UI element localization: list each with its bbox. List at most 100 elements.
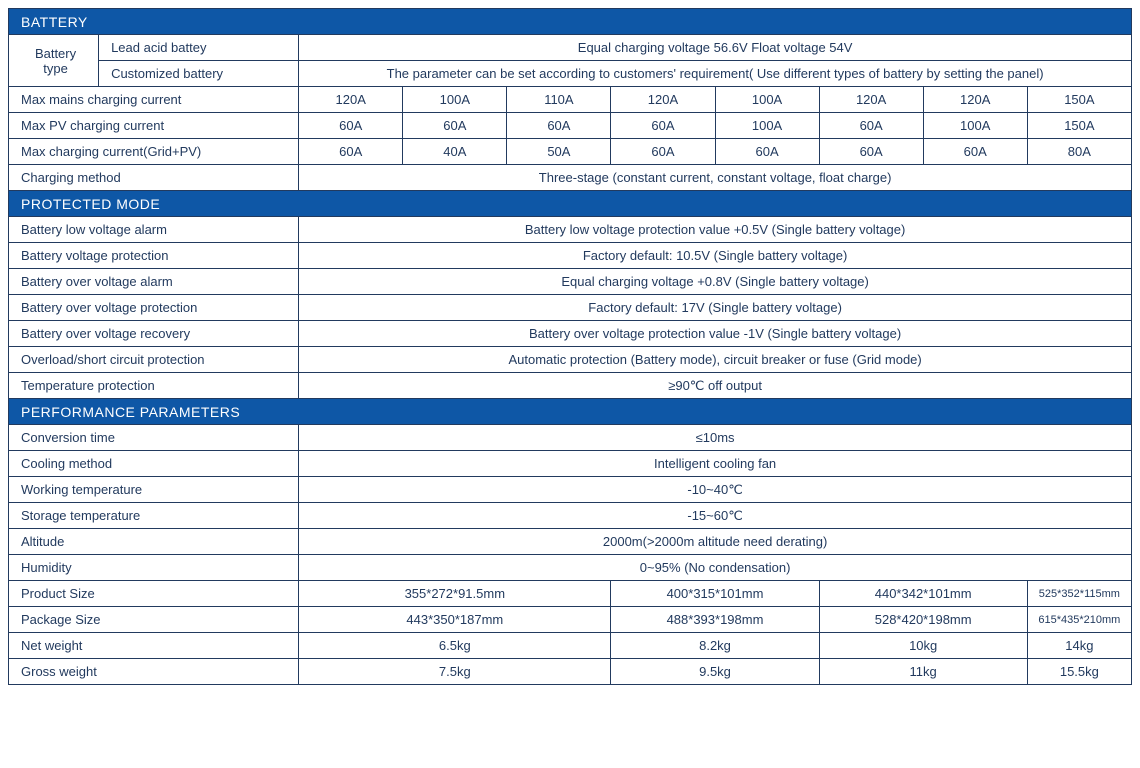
table-cell: 60A: [923, 139, 1027, 165]
row-max-pv: Max PV charging current 60A 60A 60A 60A …: [9, 113, 1132, 139]
row-product-size: Product Size 355*272*91.5mm 400*315*101m…: [9, 581, 1132, 607]
table-cell: 120A: [299, 87, 403, 113]
table-cell: 11kg: [819, 659, 1027, 685]
table-cell: 120A: [819, 87, 923, 113]
row-label: Storage temperature: [9, 503, 299, 529]
row-label: Cooling method: [9, 451, 299, 477]
charging-method-label: Charging method: [9, 165, 299, 191]
row-value: ≥90℃ off output: [299, 373, 1132, 399]
customized-desc: The parameter can be set according to cu…: [299, 61, 1132, 87]
table-cell: 150A: [1027, 113, 1131, 139]
row-value: Equal charging voltage +0.8V (Single bat…: [299, 269, 1132, 295]
row-value: Automatic protection (Battery mode), cir…: [299, 347, 1132, 373]
row-battery-type-lead: Battery type Lead acid battey Equal char…: [9, 35, 1132, 61]
table-cell: 150A: [1027, 87, 1131, 113]
table-cell: 525*352*115mm: [1027, 581, 1131, 607]
table-row: Battery low voltage alarm Battery low vo…: [9, 217, 1132, 243]
table-row: Working temperature -10~40℃: [9, 477, 1132, 503]
product-size-label: Product Size: [9, 581, 299, 607]
table-cell: 100A: [715, 87, 819, 113]
table-cell: 60A: [299, 113, 403, 139]
row-label: Battery over voltage alarm: [9, 269, 299, 295]
table-cell: 8.2kg: [611, 633, 819, 659]
row-max-gridpv: Max charging current(Grid+PV) 60A 40A 50…: [9, 139, 1132, 165]
row-value: Intelligent cooling fan: [299, 451, 1132, 477]
row-value: Battery over voltage protection value -1…: [299, 321, 1132, 347]
row-value: ≤10ms: [299, 425, 1132, 451]
row-label: Temperature protection: [9, 373, 299, 399]
charging-method-value: Three-stage (constant current, constant …: [299, 165, 1132, 191]
row-gross-weight: Gross weight 7.5kg 9.5kg 11kg 15.5kg: [9, 659, 1132, 685]
table-cell: 110A: [507, 87, 611, 113]
section-header-battery: BATTERY: [9, 9, 1132, 35]
table-cell: 14kg: [1027, 633, 1131, 659]
package-size-label: Package Size: [9, 607, 299, 633]
table-cell: 9.5kg: [611, 659, 819, 685]
table-cell: 355*272*91.5mm: [299, 581, 611, 607]
row-value: -15~60℃: [299, 503, 1132, 529]
section-header-protected: PROTECTED MODE: [9, 191, 1132, 217]
table-cell: 15.5kg: [1027, 659, 1131, 685]
table-cell: 488*393*198mm: [611, 607, 819, 633]
row-package-size: Package Size 443*350*187mm 488*393*198mm…: [9, 607, 1132, 633]
section-title: PROTECTED MODE: [9, 191, 1132, 217]
table-row: Overload/short circuit protection Automa…: [9, 347, 1132, 373]
table-cell: 60A: [403, 113, 507, 139]
row-label: Altitude: [9, 529, 299, 555]
table-row: Battery voltage protection Factory defau…: [9, 243, 1132, 269]
table-cell: 60A: [819, 113, 923, 139]
table-row: Battery over voltage recovery Battery ov…: [9, 321, 1132, 347]
table-cell: 7.5kg: [299, 659, 611, 685]
row-label: Battery over voltage recovery: [9, 321, 299, 347]
gross-weight-label: Gross weight: [9, 659, 299, 685]
table-cell: 100A: [923, 113, 1027, 139]
row-value: Battery low voltage protection value +0.…: [299, 217, 1132, 243]
table-cell: 443*350*187mm: [299, 607, 611, 633]
row-value: 2000m(>2000m altitude need derating): [299, 529, 1132, 555]
row-net-weight: Net weight 6.5kg 8.2kg 10kg 14kg: [9, 633, 1132, 659]
row-charging-method: Charging method Three-stage (constant cu…: [9, 165, 1132, 191]
row-value: -10~40℃: [299, 477, 1132, 503]
table-cell: 6.5kg: [299, 633, 611, 659]
lead-acid-label: Lead acid battey: [99, 35, 299, 61]
table-cell: 80A: [1027, 139, 1131, 165]
max-gridpv-label: Max charging current(Grid+PV): [9, 139, 299, 165]
table-cell: 60A: [299, 139, 403, 165]
table-cell: 10kg: [819, 633, 1027, 659]
table-cell: 400*315*101mm: [611, 581, 819, 607]
row-label: Battery voltage protection: [9, 243, 299, 269]
table-cell: 50A: [507, 139, 611, 165]
table-cell: 120A: [923, 87, 1027, 113]
table-cell: 60A: [507, 113, 611, 139]
row-value: Factory default: 10.5V (Single battery v…: [299, 243, 1132, 269]
table-row: Storage temperature -15~60℃: [9, 503, 1132, 529]
table-cell: 120A: [611, 87, 715, 113]
table-row: Conversion time ≤10ms: [9, 425, 1132, 451]
table-row: Humidity 0~95% (No condensation): [9, 555, 1132, 581]
table-cell: 60A: [819, 139, 923, 165]
row-label: Conversion time: [9, 425, 299, 451]
max-pv-label: Max PV charging current: [9, 113, 299, 139]
table-cell: 60A: [611, 113, 715, 139]
row-label: Overload/short circuit protection: [9, 347, 299, 373]
max-mains-label: Max mains charging current: [9, 87, 299, 113]
table-cell: 100A: [715, 113, 819, 139]
table-cell: 40A: [403, 139, 507, 165]
section-title: PERFORMANCE PARAMETERS: [9, 399, 1132, 425]
row-value: Factory default: 17V (Single battery vol…: [299, 295, 1132, 321]
row-label: Battery low voltage alarm: [9, 217, 299, 243]
table-cell: 60A: [611, 139, 715, 165]
section-header-performance: PERFORMANCE PARAMETERS: [9, 399, 1132, 425]
row-label: Humidity: [9, 555, 299, 581]
row-label: Battery over voltage protection: [9, 295, 299, 321]
net-weight-label: Net weight: [9, 633, 299, 659]
row-label: Working temperature: [9, 477, 299, 503]
row-max-mains: Max mains charging current 120A 100A 110…: [9, 87, 1132, 113]
table-row: Battery over voltage protection Factory …: [9, 295, 1132, 321]
row-battery-type-custom: Customized battery The parameter can be …: [9, 61, 1132, 87]
table-cell: 440*342*101mm: [819, 581, 1027, 607]
table-cell: 528*420*198mm: [819, 607, 1027, 633]
table-cell: 60A: [715, 139, 819, 165]
customized-label: Customized battery: [99, 61, 299, 87]
battery-type-label: Battery type: [9, 35, 99, 87]
